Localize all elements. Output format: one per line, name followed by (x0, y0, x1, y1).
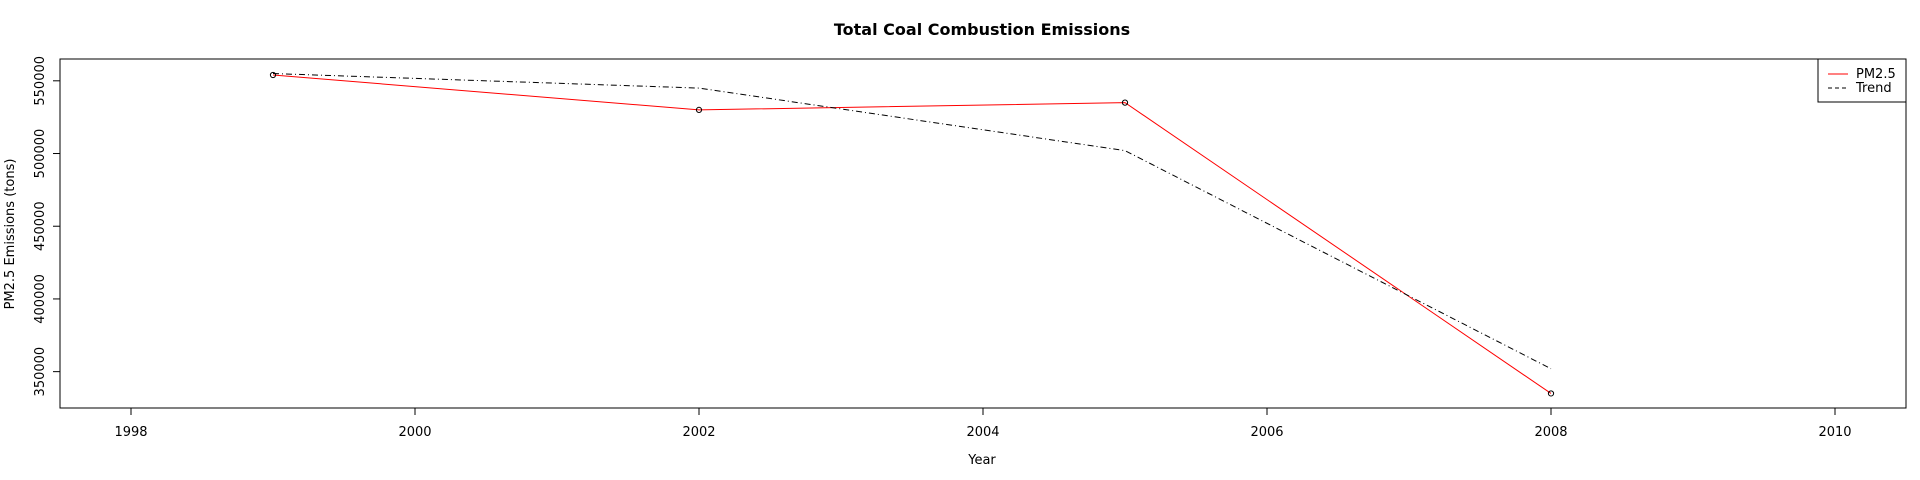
x-tick-label: 2000 (398, 425, 431, 440)
y-tick-label: 450000 (33, 201, 48, 251)
chart-title: Total Coal Combustion Emissions (834, 20, 1130, 39)
legend-box (1817, 58, 1907, 103)
data-point (1121, 99, 1129, 106)
series-line-trend (272, 73, 1552, 370)
legend: PM2.5 Trend (1817, 58, 1907, 103)
y-tick-label: 350000 (33, 347, 48, 397)
y-axis: 350000 400000 450000 500000 550000 (33, 56, 61, 397)
x-tick-label: 2006 (1250, 425, 1283, 440)
x-tick-label: 2010 (1818, 425, 1851, 440)
x-tick-label: 2002 (682, 425, 715, 440)
plot-frame (59, 58, 1907, 409)
series-layer (269, 71, 1555, 397)
y-tick-label: 550000 (33, 56, 48, 106)
series-line-pm25 (272, 74, 1552, 394)
legend-label-pm25: PM2.5 (1856, 67, 1896, 82)
x-axis-label: Year (967, 453, 996, 468)
x-axis: 1998 2000 2002 2004 2006 2008 2010 (114, 407, 1852, 440)
data-point (269, 71, 277, 79)
x-tick-label: 2004 (966, 425, 999, 440)
y-tick-label: 400000 (33, 274, 48, 324)
y-tick-label: 500000 (33, 129, 48, 179)
data-point (1547, 390, 1555, 397)
x-tick-label: 1998 (114, 425, 147, 440)
y-axis-label: PM2.5 Emissions (tons) (3, 159, 18, 310)
legend-label-trend: Trend (1855, 81, 1892, 96)
data-point (695, 106, 703, 113)
x-tick-label: 2008 (1534, 425, 1567, 440)
